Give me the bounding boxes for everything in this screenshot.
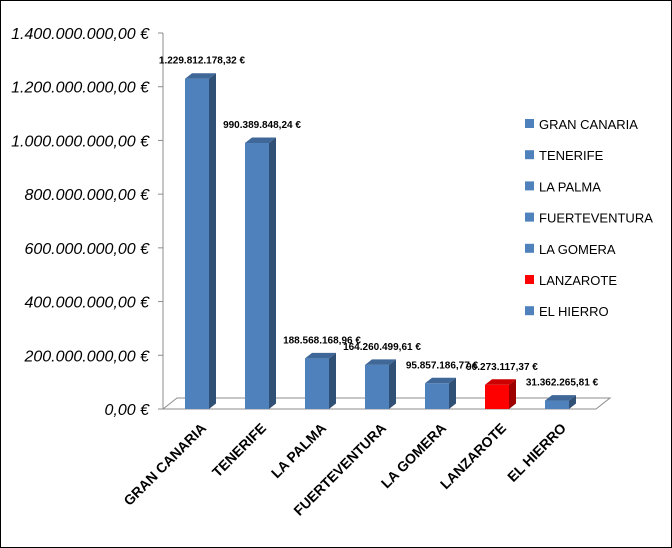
bar-top — [425, 377, 456, 384]
bar-top — [245, 137, 276, 144]
data-label: 990.389.848,24 € — [223, 120, 301, 131]
legend-swatch — [525, 243, 534, 253]
bar — [545, 400, 569, 409]
bar-side — [209, 73, 216, 410]
bar-top — [365, 359, 396, 365]
data-label: 1.229.812.178,32 € — [159, 56, 246, 67]
x-tick-label: EL HIERRO — [504, 420, 569, 485]
y-tick-label: 1.000.000.000,00 € — [11, 133, 150, 150]
bar-side — [509, 379, 516, 409]
data-labels: 1.229.812.178,32 € 990.389.848,24 € 188.56… — [159, 56, 599, 389]
data-label: 31.362.265,81 € — [526, 378, 599, 389]
bar-side — [329, 352, 336, 409]
legend-swatch — [525, 181, 534, 191]
data-label: 95.857.186,77 € — [406, 360, 479, 371]
legend-label: GRAN CANARIA — [539, 117, 638, 132]
bar-side — [449, 377, 456, 409]
y-tick-label: 1.400.000.000,00 € — [11, 26, 150, 43]
y-tick-label: 800.000.000,00 € — [24, 187, 150, 204]
bar — [185, 78, 209, 410]
y-tick-label: 200.000.000,00 € — [23, 348, 150, 365]
legend-swatch — [525, 119, 534, 128]
bar-top — [185, 73, 216, 79]
legend-label: EL HIERRO — [539, 304, 609, 319]
legend-label: FUERTEVENTURA — [539, 211, 653, 226]
bar — [485, 384, 509, 409]
legend-label: LA GOMERA — [539, 242, 616, 257]
data-label: 90.273.117,37 € — [466, 362, 538, 373]
legend-label: LANZAROTE — [539, 273, 617, 288]
bar-side — [269, 137, 276, 409]
bar-side — [569, 395, 576, 409]
bar-series — [185, 73, 576, 410]
bar — [425, 383, 449, 409]
x-tick-label: GRAN CANARIA — [120, 420, 209, 509]
y-tick-label: 0,00 € — [105, 402, 151, 419]
bar — [305, 358, 329, 409]
bar — [245, 143, 269, 409]
bar-side — [389, 359, 396, 409]
data-label: 188.568.168,96 € — [283, 335, 361, 346]
x-tick-label: TENERIFE — [209, 420, 269, 480]
data-label: 164.260.499,61 € — [343, 342, 421, 353]
bar-top — [485, 379, 516, 385]
bar-top — [305, 352, 336, 359]
legend-swatch — [525, 150, 534, 160]
legend-label: LA PALMA — [539, 179, 601, 194]
bar — [365, 364, 389, 409]
x-tick-label: LA PALMA — [268, 420, 329, 481]
legend-swatch — [525, 212, 534, 222]
legend-label: TENERIFE — [539, 148, 604, 163]
y-tick-label: 600.000.000,00 € — [24, 241, 150, 258]
legend: GRAN CANARIA TENERIFE LA PALMA FUERTEVENTUR… — [525, 117, 653, 319]
y-tick-label: 1.200.000.000,00 € — [11, 80, 150, 97]
bar-top — [545, 395, 576, 401]
legend-swatch — [525, 306, 534, 316]
legend-swatch — [525, 275, 534, 284]
y-tick-label: 400.000.000,00 € — [24, 295, 150, 312]
